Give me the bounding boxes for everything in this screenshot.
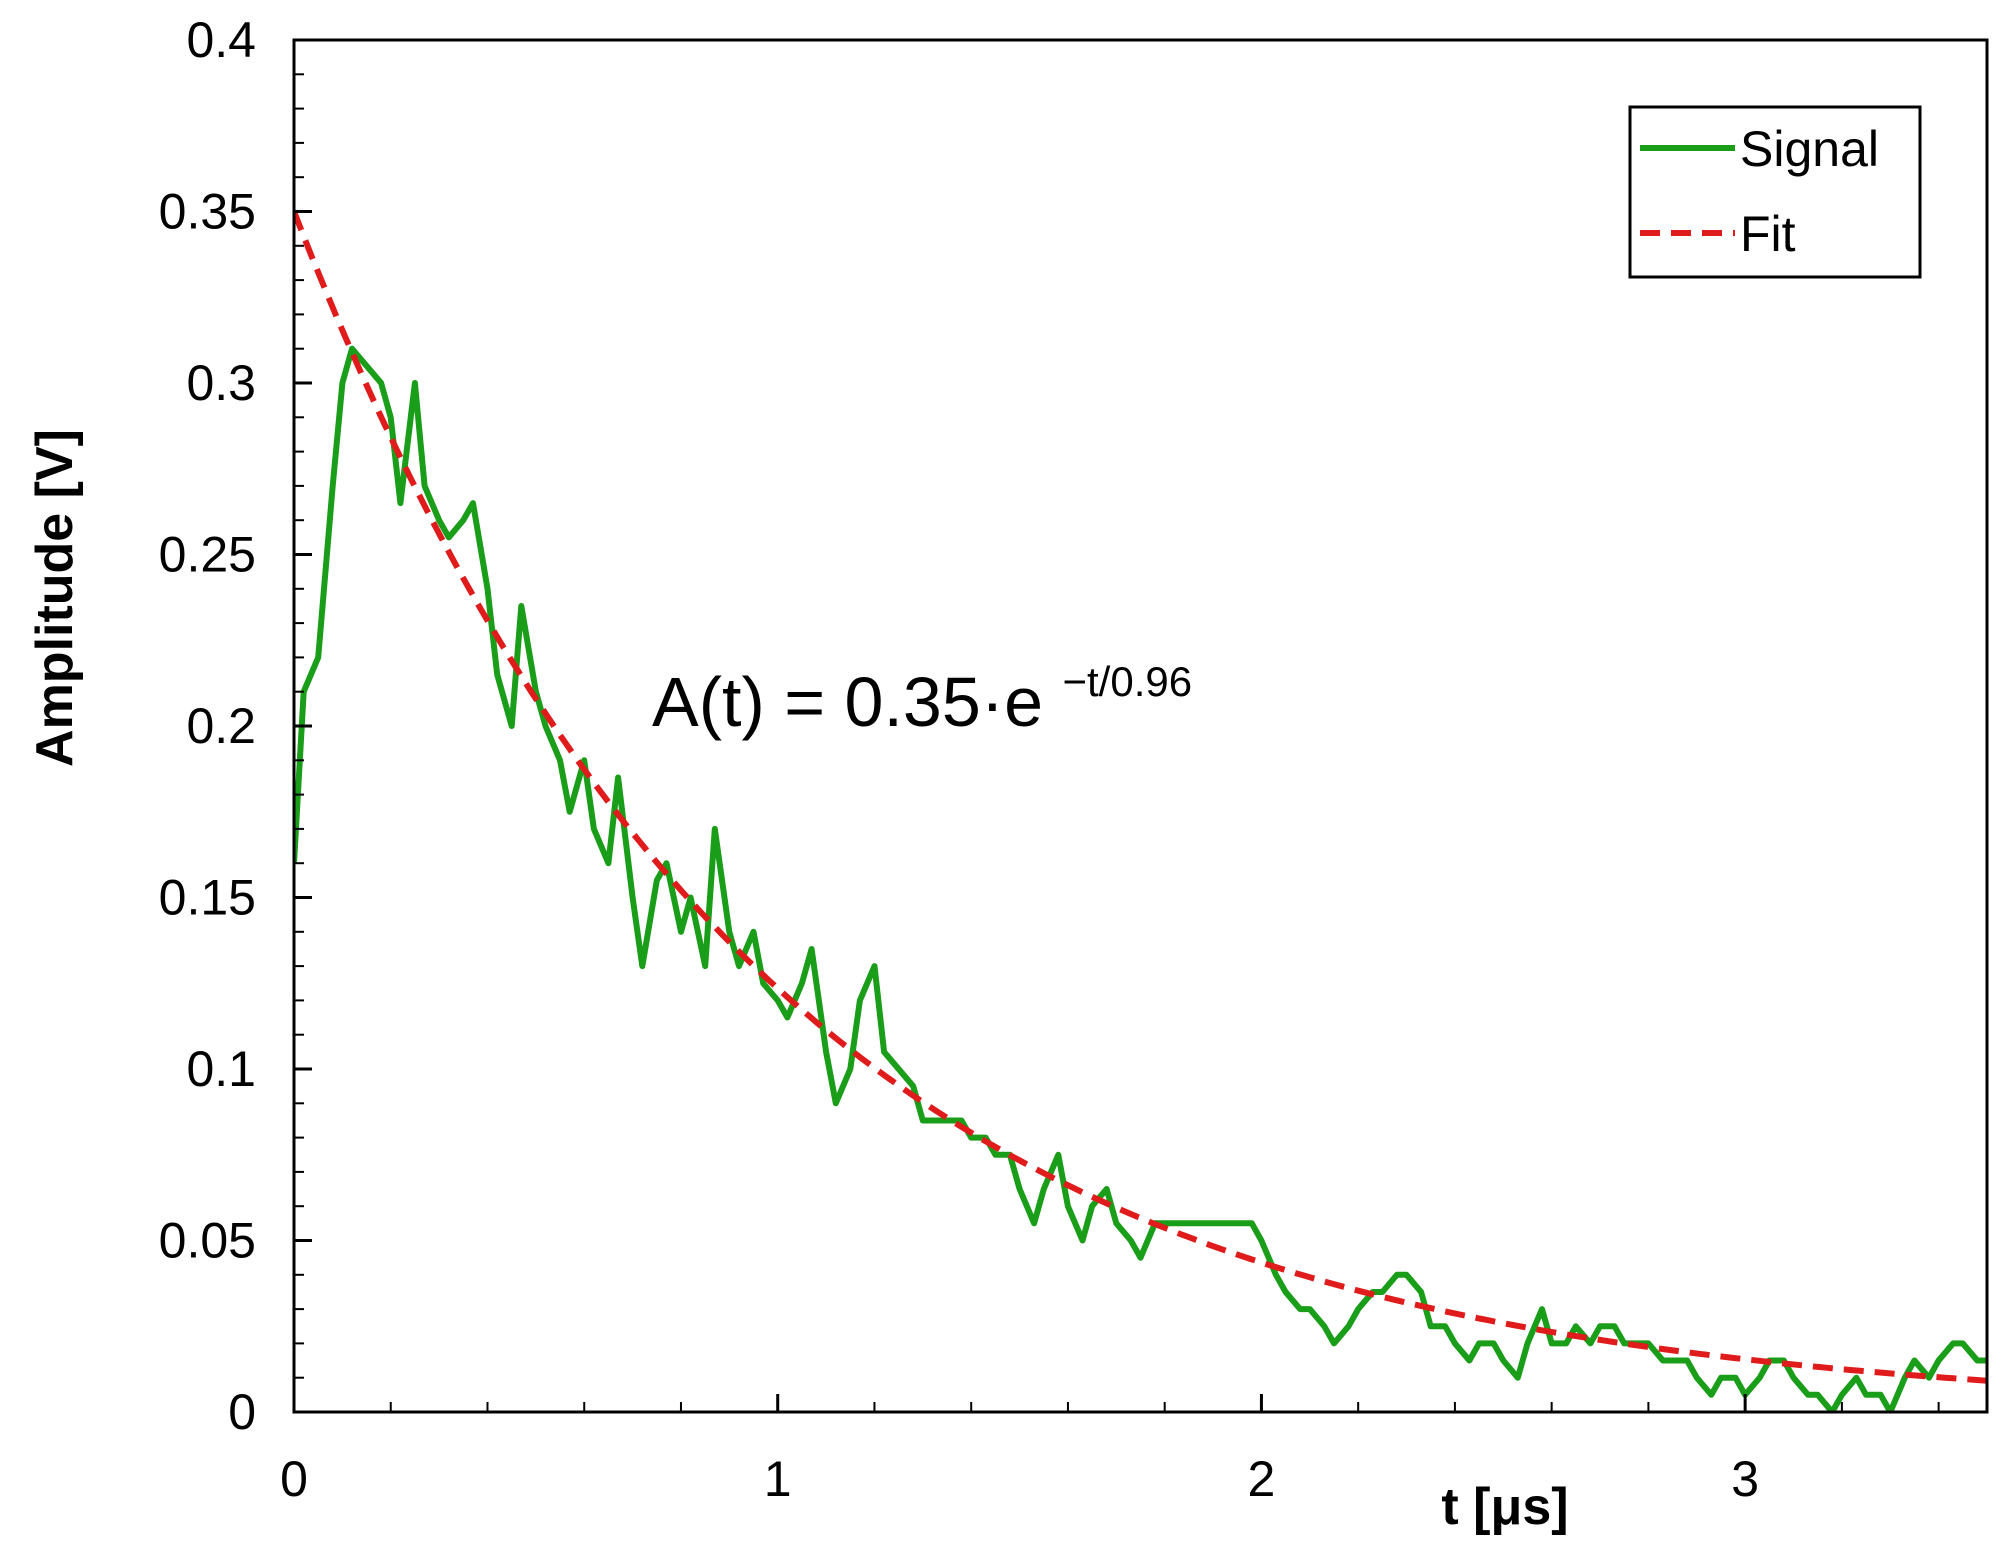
legend-box [1628,105,1922,279]
fit-equation-exponent: −t/0.96 [1062,658,1192,705]
y-tick-label: 0.1 [186,1041,256,1097]
y-tick-label: 0.25 [159,527,256,583]
series-group [294,210,1987,1412]
x-tick-label: 3 [1731,1451,1759,1507]
legend-label-signal: Signal [1740,121,1879,177]
y-tick-label: 0.15 [159,870,256,926]
y-tick-label: 0.3 [186,355,256,411]
y-tick-label: 0 [228,1384,256,1440]
x-tick-label: 1 [764,1451,792,1507]
y-tick-label: 0.2 [186,698,256,754]
y-tick-label: 0.4 [186,12,256,68]
y-tick-label: 0.35 [159,184,256,240]
fit-equation-annotation: A(t) = 0.35·e −t/0.96 [652,658,1192,741]
ticks-group: 0 0.05 0.1 0.15 0.2 0.25 0.3 0.35 0.4 0 1 2 3 [159,12,1940,1507]
y-axis-title: Amplitude [V] [26,429,84,767]
x-tick-label: 2 [1248,1451,1276,1507]
x-tick-label: 0 [280,1451,308,1507]
legend: Signal Fit [1628,105,1922,279]
labels-group: t [μs] Amplitude [V] A(t) = 0.35·e −t/0.… [26,429,1569,1536]
series-line-fit [294,210,1987,1384]
fit-equation-main: A(t) = 0.35·e [652,663,1043,741]
legend-label-fit: Fit [1740,206,1796,262]
y-tick-label: 0.05 [159,1213,256,1269]
x-axis-title: t [μs] [1441,1478,1568,1536]
series-line-signal [294,345,1987,1412]
